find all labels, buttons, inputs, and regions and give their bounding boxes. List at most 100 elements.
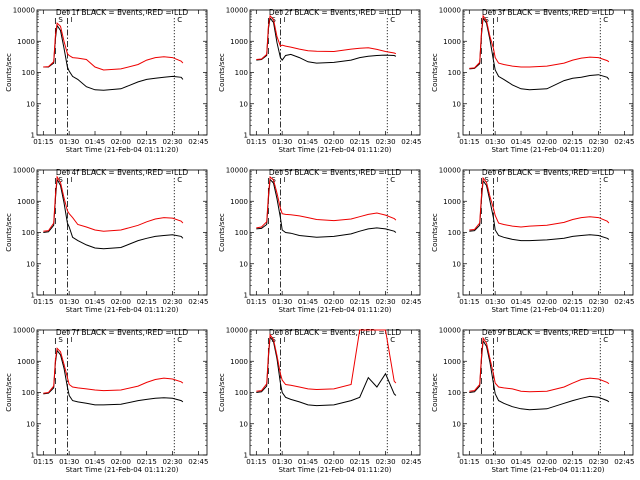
x-tick-label: 01:30: [485, 298, 505, 306]
panel-8: Det 8f BLACK = Events, RED = LLD 1 10 100 10…: [218, 327, 421, 475]
y-axis-title: Counts/sec: [431, 53, 439, 92]
series-line-lld: [43, 22, 184, 71]
x-tick-label: 01:15: [33, 458, 53, 466]
interval-marker-label: C: [390, 16, 395, 24]
y-tick-label: 1000: [17, 198, 35, 206]
x-axis-title: Start Time (21-Feb-04 01:11:20): [278, 306, 391, 314]
x-tick-label: 02:45: [614, 138, 634, 146]
y-tick-label: 10: [452, 420, 461, 428]
x-tick-label: 02:45: [188, 458, 208, 466]
y-axis-title: Counts/sec: [218, 213, 226, 252]
interval-marker-label: S: [58, 16, 63, 24]
panel-9: Det 9f BLACK = Events, RED = LLD 1 10 100 10…: [431, 327, 634, 475]
x-axis-title: Start Time (21-Feb-04 01:11:20): [65, 306, 178, 314]
interval-marker-label: S: [484, 336, 489, 344]
detector-name: Det 9f: [482, 328, 505, 337]
detector-name: Det 2f: [269, 8, 292, 17]
x-tick-label: 01:45: [85, 458, 105, 466]
panel-title: Det 3f BLACK = Events, RED = LLD: [482, 8, 615, 17]
x-tick-label: 02:00: [324, 458, 344, 466]
y-tick-label: 1000: [443, 198, 461, 206]
x-tick-label: 01:45: [85, 138, 105, 146]
plot-frame: [36, 329, 208, 456]
series-line-lld: [256, 14, 397, 60]
series-line-lld: [43, 347, 184, 394]
y-tick-label: 10000: [439, 327, 461, 335]
x-tick-label: 01:30: [272, 458, 292, 466]
x-tick-label: 02:00: [111, 298, 131, 306]
y-tick-label: 10: [26, 260, 35, 268]
x-tick-label: 02:15: [137, 138, 157, 146]
y-tick-label: 10000: [226, 7, 248, 15]
interval-marker-label: C: [603, 336, 608, 344]
series-line-events: [469, 16, 610, 91]
x-tick-label: 02:45: [188, 298, 208, 306]
series-line-events: [43, 177, 184, 250]
panel-3: Det 3f BLACK = Events, RED = LLD 1 10 100 10…: [431, 7, 634, 155]
legend-text: BLACK = Events, RED = LLD: [507, 8, 614, 17]
panel-title: Det 4f BLACK = Events, RED = LLD: [56, 168, 189, 177]
interval-marker-label: S: [484, 176, 489, 184]
detector-name: Det 6f: [482, 168, 505, 177]
y-tick-label: 1000: [443, 38, 461, 46]
panel-title: Det 1f BLACK = Events, RED = LLD: [56, 8, 189, 17]
y-tick-label: 100: [235, 389, 248, 397]
x-tick-label: 02:45: [614, 458, 634, 466]
y-tick-label: 10: [452, 100, 461, 108]
series-line-lld: [256, 175, 397, 229]
x-tick-label: 01:15: [459, 138, 479, 146]
y-axis-title: Counts/sec: [5, 373, 13, 412]
y-tick-label: 1: [244, 452, 248, 460]
x-tick-label: 02:30: [588, 298, 608, 306]
series-line-events: [469, 179, 610, 242]
x-tick-label: 01:45: [298, 298, 318, 306]
x-tick-label: 02:30: [375, 138, 395, 146]
interval-marker-label: C: [390, 176, 395, 184]
x-tick-label: 02:15: [350, 458, 370, 466]
panel-7: Det 7f BLACK = Events, RED = LLD 1 10 100 10…: [5, 327, 208, 475]
detector-name: Det 8f: [269, 328, 292, 337]
interval-marker-label: I: [283, 176, 285, 184]
y-axis-title: Counts/sec: [431, 373, 439, 412]
interval-marker-label: S: [484, 16, 489, 24]
x-tick-label: 01:45: [511, 138, 531, 146]
interval-marker-label: C: [177, 16, 182, 24]
x-tick-label: 01:15: [246, 298, 266, 306]
x-tick-label: 02:00: [324, 138, 344, 146]
y-tick-label: 100: [448, 389, 461, 397]
x-axis-title: Start Time (21-Feb-04 01:11:20): [278, 146, 391, 154]
x-tick-label: 01:15: [33, 298, 53, 306]
series-line-events: [256, 335, 397, 407]
x-tick-label: 02:15: [350, 298, 370, 306]
legend-text: BLACK = Events, RED = LLD: [81, 8, 188, 17]
plot-frame: [36, 169, 208, 296]
detector-name: Det 5f: [269, 168, 292, 177]
legend-text: BLACK = Events, RED = LLD: [81, 168, 188, 177]
y-tick-label: 10000: [439, 7, 461, 15]
x-tick-label: 02:30: [162, 458, 182, 466]
x-tick-label: 01:30: [59, 298, 79, 306]
x-tick-label: 02:30: [588, 458, 608, 466]
panel-title: Det 7f BLACK = Events, RED = LLD: [56, 328, 189, 337]
panel-title: Det 2f BLACK = Events, RED = LLD: [269, 8, 402, 17]
x-axis-title: Start Time (21-Feb-04 01:11:20): [491, 306, 604, 314]
y-axis-title: Counts/sec: [5, 53, 13, 92]
panel-2: Det 2f BLACK = Events, RED = LLD 1 10 100 10…: [218, 7, 421, 155]
x-tick-label: 02:00: [111, 458, 131, 466]
y-tick-label: 10000: [226, 167, 248, 175]
y-tick-label: 1: [31, 292, 35, 300]
x-tick-label: 02:15: [563, 138, 583, 146]
x-tick-label: 02:30: [375, 458, 395, 466]
plot-frame: [462, 329, 634, 456]
x-axis-title: Start Time (21-Feb-04 01:11:20): [65, 466, 178, 474]
detector-name: Det 1f: [56, 8, 79, 17]
y-tick-label: 10: [239, 260, 248, 268]
x-tick-label: 01:15: [246, 458, 266, 466]
legend-text: BLACK = Events, RED = LLD: [81, 328, 188, 337]
y-tick-label: 10000: [13, 167, 35, 175]
legend-text: BLACK = Events, RED = LLD: [294, 328, 401, 337]
x-tick-label: 02:30: [162, 138, 182, 146]
x-tick-label: 01:45: [298, 458, 318, 466]
series-line-lld: [469, 336, 610, 393]
y-tick-label: 1000: [443, 358, 461, 366]
